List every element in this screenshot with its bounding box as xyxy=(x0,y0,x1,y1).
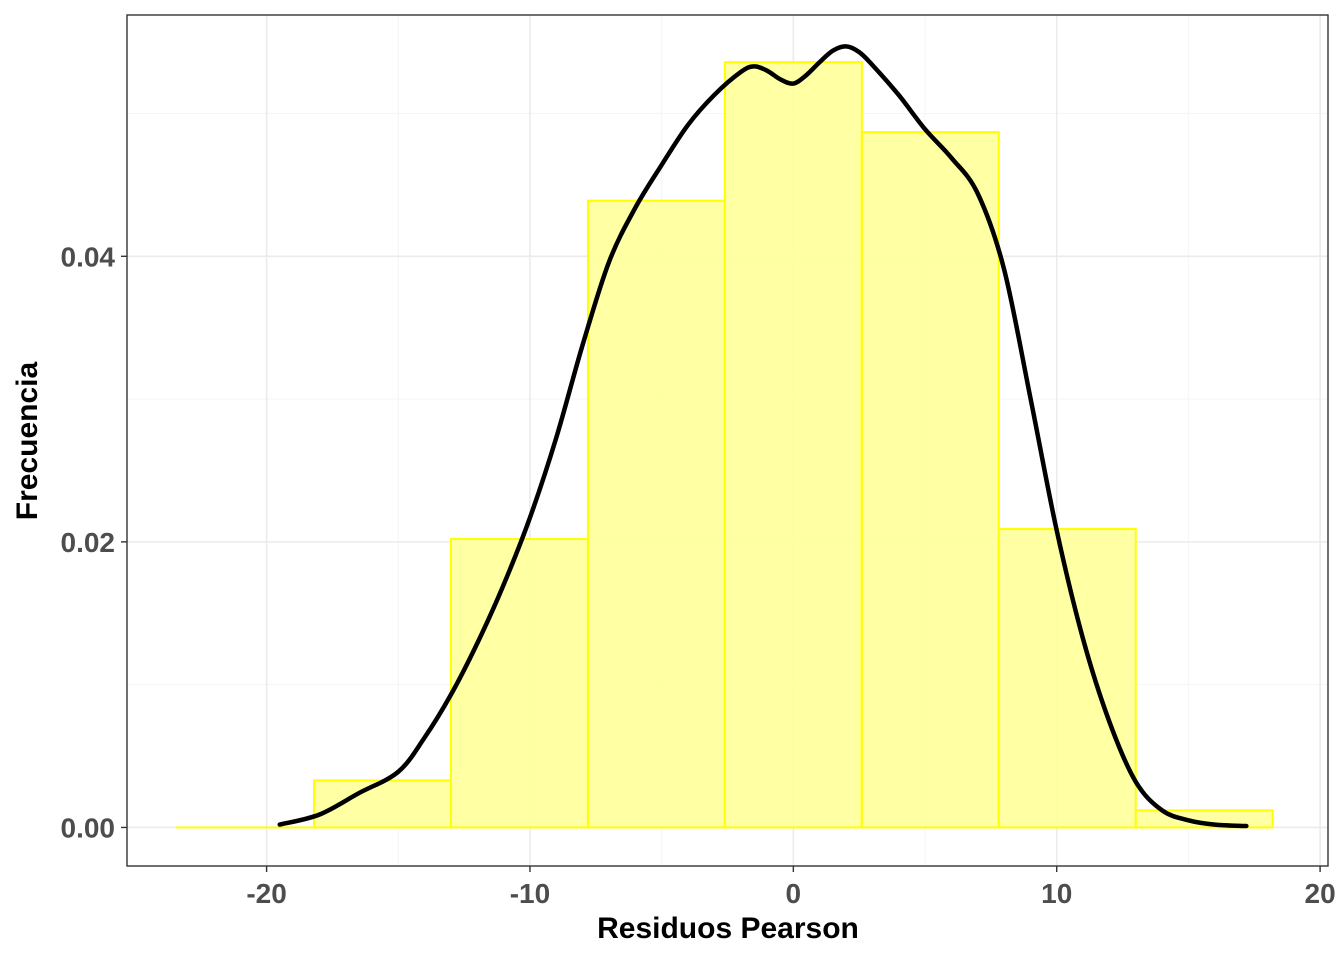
histogram-bar-4 xyxy=(586,199,726,829)
x-tick-label: 10 xyxy=(1041,878,1072,909)
density-curve-group xyxy=(277,44,1249,829)
histogram-bar-6 xyxy=(860,131,1000,829)
y-tick-label: 0.00 xyxy=(61,812,116,843)
panel-border xyxy=(126,14,1329,867)
x-tick-label: -10 xyxy=(510,878,550,909)
x-axis-title: Residuos Pearson xyxy=(597,912,859,945)
x-tick-label: -20 xyxy=(246,878,286,909)
y-tick-label: 0.04 xyxy=(61,241,116,272)
histogram-bar-3 xyxy=(449,538,589,829)
x-axis-tick-labels: -20 -10 0 10 20 xyxy=(246,878,1335,909)
histogram-bars xyxy=(176,61,1274,829)
y-tick-label: 0.02 xyxy=(61,527,116,558)
axis-ticks xyxy=(121,255,1321,872)
x-tick-label: 20 xyxy=(1305,878,1336,909)
density-curve xyxy=(277,44,1249,829)
histogram-bar-2 xyxy=(312,779,452,829)
y-axis-title: Frecuencia xyxy=(11,361,44,520)
x-tick-label: 0 xyxy=(786,878,802,909)
histogram-bar-5 xyxy=(723,61,863,829)
y-axis-tick-labels: 0.00 0.02 0.04 xyxy=(61,241,116,843)
